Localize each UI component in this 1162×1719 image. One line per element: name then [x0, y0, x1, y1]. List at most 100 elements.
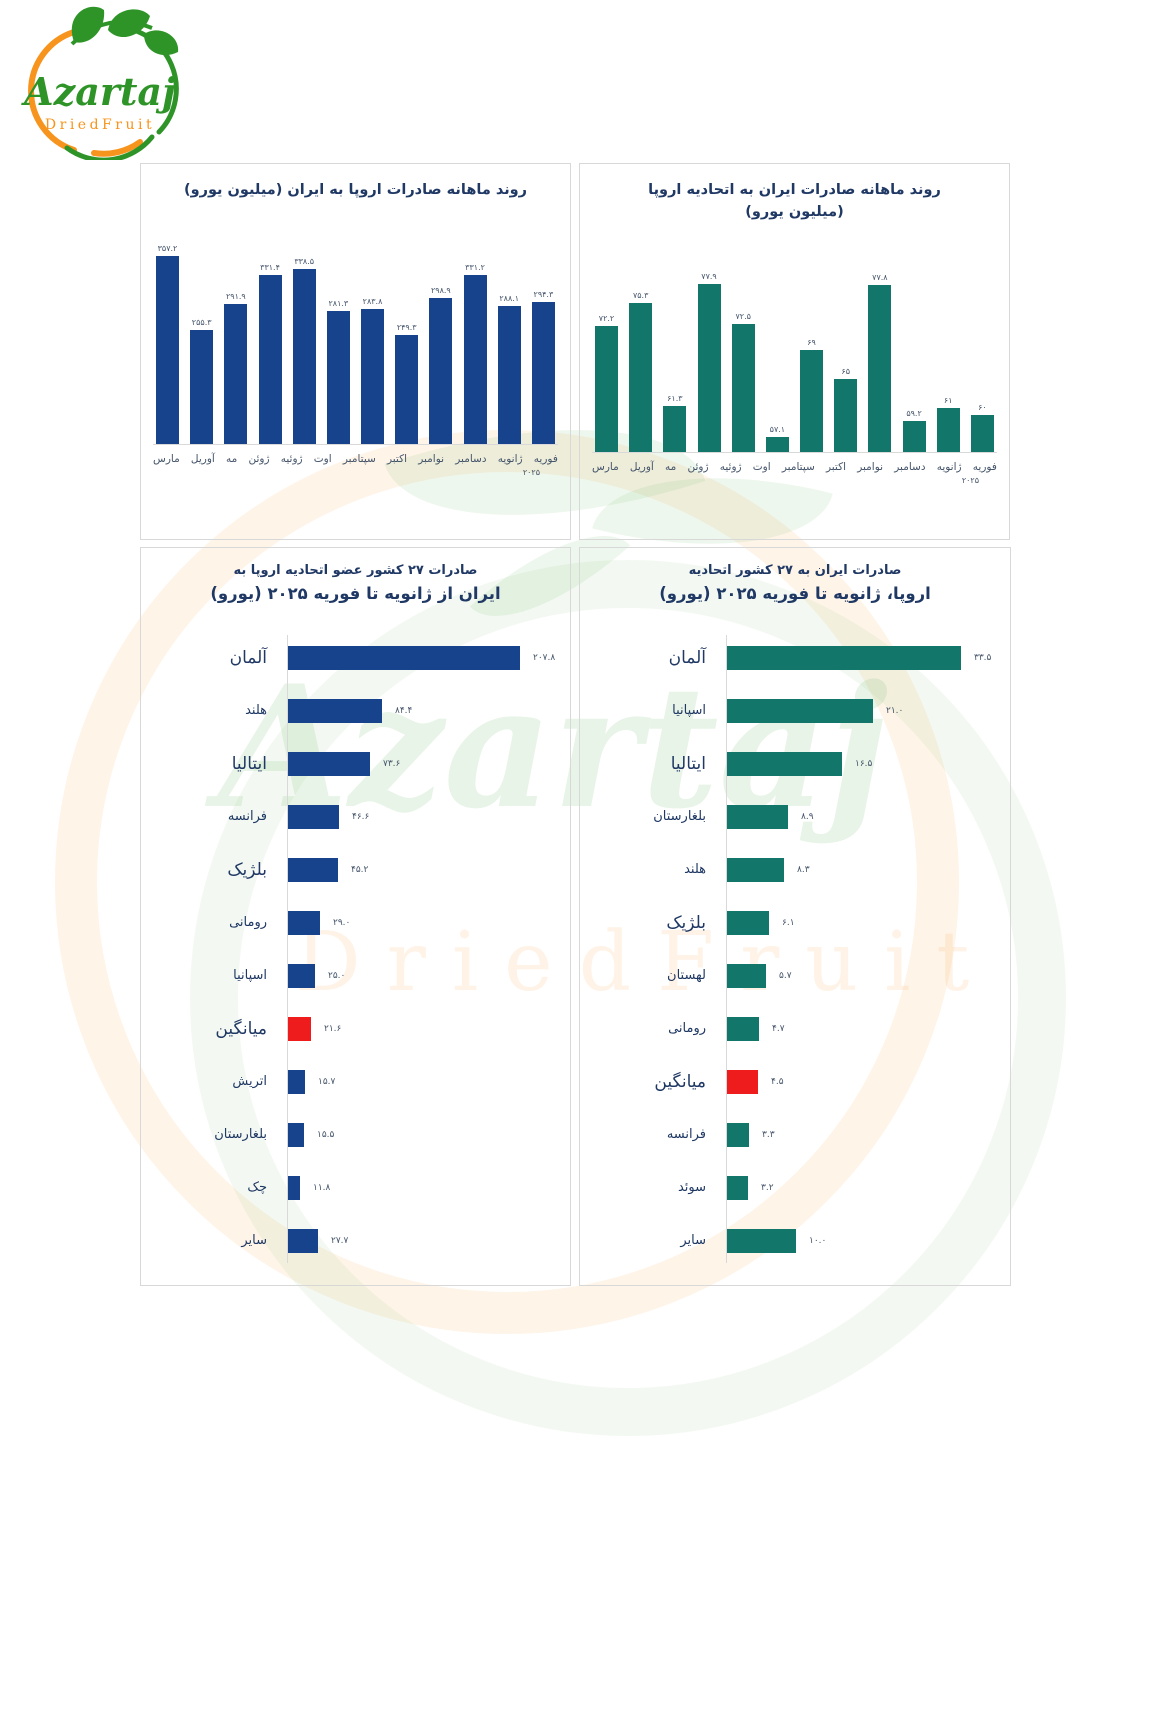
- column-ژوئن: ۳۳۱.۴: [258, 263, 282, 444]
- chart-title: روند ماهانه صادرات ایران به اتحادیه اروپ…: [648, 182, 941, 220]
- hbar-plot-area: آلمان ۳۳.۵ اسپانیا ۲۱.۰ ایتالیا ۱۶.۵ بلغارستان…: [594, 631, 996, 1267]
- country-label: اسپانیا: [233, 968, 267, 983]
- leaf-icon: [108, 9, 150, 38]
- column-اکتبر: ۲۴۹.۳: [395, 323, 419, 444]
- value-label: ۲۵.۰: [328, 970, 346, 981]
- bar-row-رومانی: رومانی ۲۹.۰: [155, 896, 556, 949]
- value-label: ۴۶.۶: [352, 811, 370, 822]
- value-label: ۶۱.۳: [667, 393, 683, 403]
- bar-zone: ۴۶.۶: [287, 790, 369, 843]
- bar: [287, 698, 382, 723]
- bar: [726, 698, 873, 723]
- bar: [224, 303, 248, 444]
- bar-zone: ۲۱.۶: [287, 1002, 341, 1055]
- month-label: نوامبر: [857, 460, 884, 473]
- bar: [287, 645, 520, 670]
- bar-zone: ۲۷.۷: [287, 1214, 348, 1267]
- bar: [726, 645, 961, 670]
- column-اکتبر: ۶۵: [834, 367, 858, 452]
- bar-zone: ۳.۲: [726, 1161, 774, 1214]
- bar-row-بلژیک: بلژیک ۶.۱: [594, 896, 996, 949]
- country-label: سایر: [680, 1233, 706, 1248]
- month-label: ژوئن: [248, 452, 270, 465]
- bar-row-هلند: هلند ۸.۳: [594, 843, 996, 896]
- country-label: بلغارستان: [214, 1127, 267, 1142]
- value-label: ۳.۲: [761, 1182, 774, 1193]
- bar: [595, 325, 618, 452]
- bar: [726, 963, 766, 988]
- month-label: نوامبر: [418, 452, 445, 465]
- country-label: بلژیک: [227, 859, 267, 880]
- country-label: آلمان: [668, 647, 706, 668]
- month-axis-labels: مارس آوریل مه ژوئن ژوئیه اوت سپتامبر اکتبر نوامب…: [151, 453, 560, 465]
- bar-row-لهستان: لهستان ۵.۷: [594, 949, 996, 1002]
- country-label: هلند: [684, 862, 706, 877]
- value-label: ۴.۷: [772, 1023, 785, 1034]
- bar-row-فرانسه: فرانسه ۳.۳: [594, 1108, 996, 1161]
- value-label: ۲۵۵.۳: [191, 317, 212, 327]
- bar-zone: ۴.۵: [726, 1055, 784, 1108]
- bar-row-چک: چک ۱۱.۸: [155, 1161, 556, 1214]
- value-label: ۸.۹: [801, 811, 814, 822]
- value-label: ۲۸۱.۳: [328, 298, 349, 308]
- value-label: ۱۵.۵: [317, 1129, 335, 1140]
- bar-row-رومانی: رومانی ۴.۷: [594, 1002, 996, 1055]
- country-label: میانگین: [654, 1071, 706, 1092]
- column-ژوئیه: ۳۳۸.۵: [292, 257, 316, 444]
- chart-panel-eu-countries-exports: صادرات ۲۷ کشور عضو اتحادیه اروپا به ایرا…: [140, 547, 571, 1286]
- bar-row-فرانسه: فرانسه ۴۶.۶: [155, 790, 556, 843]
- bar-row-سوئد: سوئد ۳.۲: [594, 1161, 996, 1214]
- bar-row-اسپانیا: اسپانیا ۲۵.۰: [155, 949, 556, 1002]
- bar: [287, 1069, 305, 1094]
- value-label: ۵۹.۲: [906, 408, 922, 418]
- year-axis-label: ۲۰۲۵: [522, 467, 540, 477]
- bar: [156, 255, 179, 444]
- bar: [429, 297, 453, 444]
- bar: [287, 1175, 300, 1200]
- country-label: هلند: [245, 703, 267, 718]
- column-اوت: ۵۷.۱: [765, 425, 789, 452]
- bar: [726, 1228, 796, 1253]
- bar: [287, 910, 320, 935]
- bar-zone: ۴۵.۲: [287, 843, 368, 896]
- country-label: اسپانیا: [672, 703, 706, 718]
- month-label: مه: [665, 460, 677, 473]
- chart-title-line2: ایران از ژانویه تا فوریه ۲۰۲۵ (یورو): [210, 584, 501, 603]
- bar: [326, 310, 350, 444]
- month-label: مارس: [153, 452, 180, 465]
- column-فوریه: ۶۰: [970, 403, 994, 452]
- bar-row-هلند: هلند ۸۴.۴: [155, 684, 556, 737]
- bar-row-میانگین: میانگین ۲۱.۶: [155, 1002, 556, 1055]
- bar-row-ایتالیا: ایتالیا ۱۶.۵: [594, 737, 996, 790]
- column-دسامبر: ۵۹.۲: [902, 408, 926, 452]
- column-دسامبر: ۳۳۱.۲: [463, 263, 487, 444]
- bar-row-بلغارستان: بلغارستان ۱۵.۵: [155, 1108, 556, 1161]
- value-label: ۷۷.۹: [701, 271, 717, 281]
- bar: [497, 305, 521, 444]
- country-label: چک: [247, 1180, 267, 1195]
- column-سپتامبر: ۶۹: [800, 338, 824, 452]
- value-label: ۷۷.۸: [872, 272, 888, 282]
- bar-row-اتریش: اتریش ۱۵.۷: [155, 1055, 556, 1108]
- month-label: دسامبر: [894, 460, 926, 473]
- hbar-plot-area: آلمان ۲۰۷.۸ هلند ۸۴.۴ ایتالیا ۷۳.۶ فرانسه ۴۶.۶ ب…: [155, 631, 556, 1267]
- bar-zone: ۲۱.۰: [726, 684, 903, 737]
- bar-zone: ۴.۷: [726, 1002, 785, 1055]
- bar-zone: ۲۹.۰: [287, 896, 350, 949]
- bar-row-اسپانیا: اسپانیا ۲۱.۰: [594, 684, 996, 737]
- month-label: اکتبر: [825, 460, 847, 473]
- bar: [726, 1016, 759, 1041]
- column-مه: ۶۱.۳: [663, 393, 687, 452]
- bar-zone: ۱۵.۷: [287, 1055, 335, 1108]
- bar-zone: ۵.۷: [726, 949, 792, 1002]
- value-label: ۳.۳: [762, 1129, 775, 1140]
- value-label: ۸۴.۴: [395, 705, 413, 716]
- bar-row-میانگین: میانگین ۴.۵: [594, 1055, 996, 1108]
- chart-panel-iran-countries-exports: صادرات ایران به ۲۷ کشور اتحادیه اروپا، ژ…: [579, 547, 1011, 1286]
- column-نوامبر: ۲۹۸.۹: [429, 286, 453, 444]
- country-label: سایر: [241, 1233, 267, 1248]
- bar-zone: ۷۳.۶: [287, 737, 400, 790]
- chart-title: روند ماهانه صادرات اروپا به ایران (میلیو…: [183, 182, 528, 198]
- bar: [287, 963, 315, 988]
- value-label: ۳۳.۵: [974, 652, 992, 663]
